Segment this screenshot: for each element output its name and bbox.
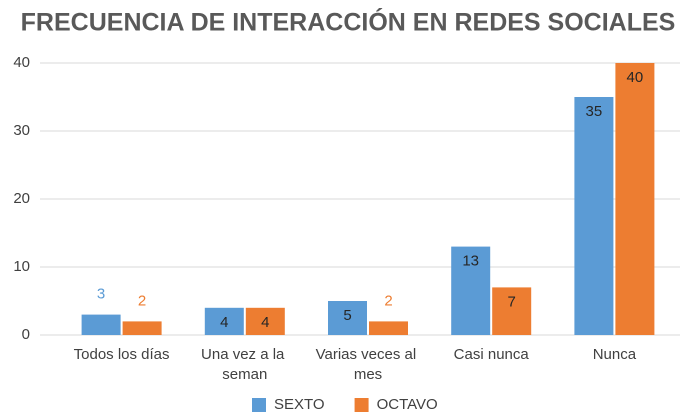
chart-title: FRECUENCIA DE INTERACCIÓN EN REDES SOCIA…	[21, 7, 676, 37]
data-label: 4	[220, 314, 228, 331]
x-tick-label: Una vez a la seman	[201, 346, 289, 383]
legend-swatch	[354, 398, 369, 412]
y-tick-label: 30	[13, 122, 30, 139]
data-label: 35	[586, 103, 603, 120]
y-tick-label: 10	[13, 258, 30, 275]
data-label: 2	[138, 292, 146, 309]
bar	[81, 314, 121, 335]
bar	[574, 97, 614, 335]
x-tick-label: Todos los días	[74, 346, 170, 363]
y-tick-label: 0	[22, 326, 30, 343]
bar	[204, 307, 244, 335]
data-label: 40	[627, 69, 644, 86]
bar	[122, 321, 162, 335]
bar	[328, 301, 367, 335]
bar	[369, 321, 408, 335]
x-tick-label: Nunca	[593, 346, 637, 363]
x-tick-label: Casi nunca	[454, 346, 530, 363]
bar	[615, 63, 655, 335]
bar	[451, 246, 491, 335]
legend-label: SEXTO	[274, 396, 325, 413]
data-label: 13	[462, 253, 479, 270]
bar	[245, 307, 285, 335]
data-label: 2	[384, 292, 392, 309]
data-label: 3	[97, 286, 105, 303]
bar	[492, 287, 532, 335]
y-tick-label: 40	[13, 54, 30, 71]
data-label: 7	[508, 293, 516, 310]
x-tick-label: Varias veces al mes	[316, 346, 421, 383]
y-tick-label: 20	[13, 190, 30, 207]
data-label: 4	[261, 314, 269, 331]
legend-swatch	[252, 398, 266, 412]
data-label: 5	[343, 307, 351, 324]
legend-label: OCTAVO	[377, 396, 438, 413]
